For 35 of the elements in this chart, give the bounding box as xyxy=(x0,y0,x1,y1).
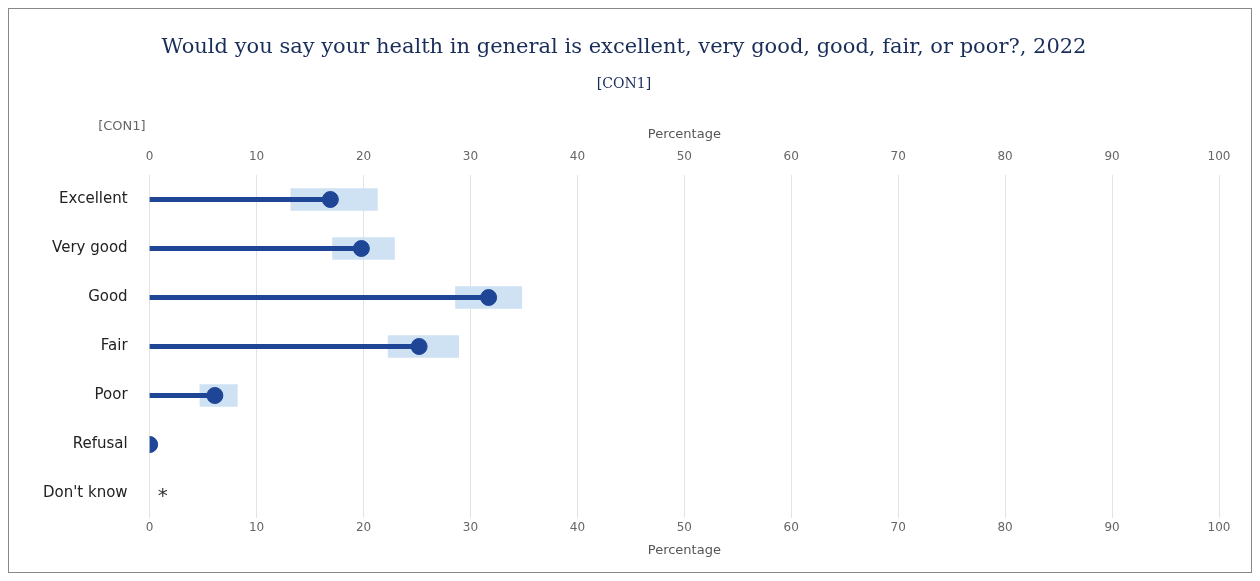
y-tick-label: Very good xyxy=(52,238,128,257)
x-tick-label: 40 xyxy=(569,520,586,535)
x2-tick-label: 80 xyxy=(997,148,1013,163)
y-tick-label: Fair xyxy=(100,336,129,355)
x-tick-label: 100 xyxy=(1207,520,1231,535)
x2-tick-label: 10 xyxy=(248,148,265,163)
y-tick-label: Poor xyxy=(94,385,129,404)
x2-tick-label: 0 xyxy=(145,148,154,163)
chart-title: Would you say your health in general is excellent, very good, good, fair, or poor?, 2022 xyxy=(161,34,1087,59)
x2-tick-label: 20 xyxy=(355,148,372,163)
y-tick-label: Excellent xyxy=(59,189,128,208)
x-tick-label: 70 xyxy=(890,520,906,535)
x-tick-label: 50 xyxy=(676,520,692,535)
x-tick-label: 0 xyxy=(145,520,154,535)
chart-subtitle: [CON1] xyxy=(596,75,652,92)
y-tick-label: Good xyxy=(88,287,128,306)
x2-tick-label: 40 xyxy=(569,148,586,163)
x-tick-label: 90 xyxy=(1104,520,1120,535)
y-tick-label: Refusal xyxy=(72,434,128,453)
x2-tick-label: 50 xyxy=(676,148,692,163)
y-axis-title: [CON1] xyxy=(98,118,146,134)
x2-tick-label: 70 xyxy=(890,148,906,163)
x2-tick-label: 60 xyxy=(783,148,799,163)
x-tick-label: 60 xyxy=(783,520,799,535)
annotation: * xyxy=(157,482,168,507)
x-axis-title: Percentage xyxy=(647,541,721,557)
x2-tick-label: 100 xyxy=(1207,148,1231,163)
x2-axis-title: Percentage xyxy=(647,126,721,142)
y-tick-label: Don't know xyxy=(42,483,128,502)
x-tick-label: 10 xyxy=(248,520,265,535)
x-tick-label: 80 xyxy=(997,520,1013,535)
x-tick-label: 20 xyxy=(355,520,372,535)
x2-tick-label: 30 xyxy=(462,148,479,163)
x-tick-label: 30 xyxy=(462,520,479,535)
x2-tick-label: 90 xyxy=(1104,148,1120,163)
